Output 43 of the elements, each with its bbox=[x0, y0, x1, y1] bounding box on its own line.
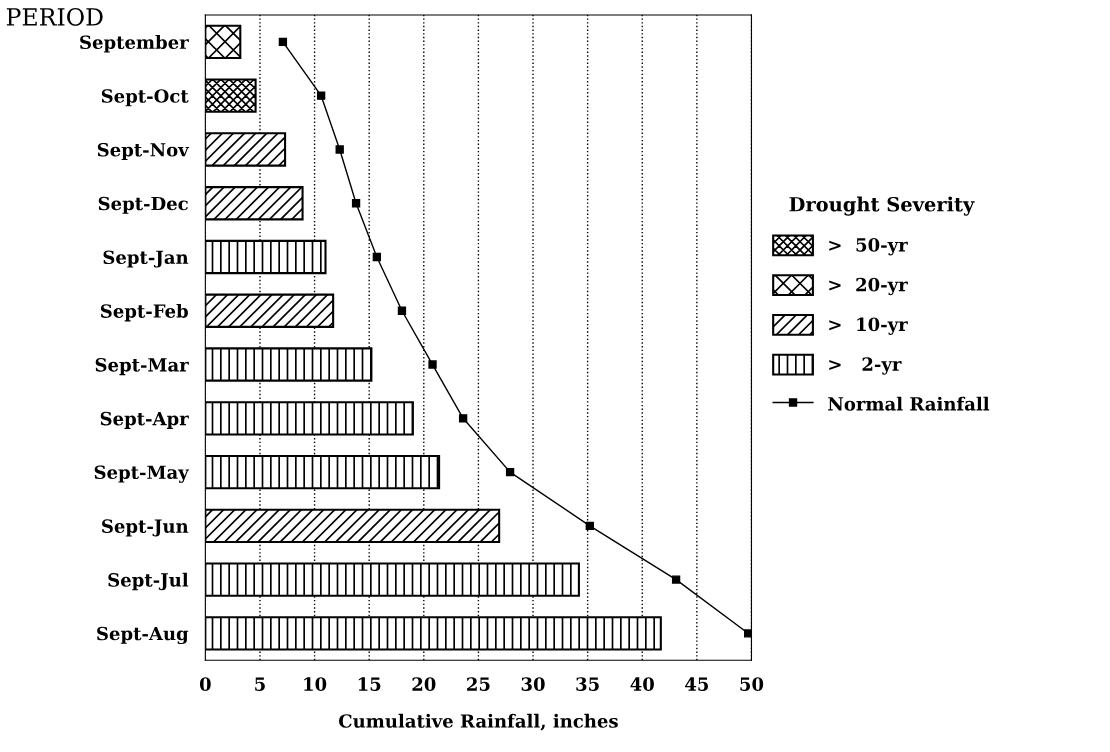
y-tick-label: Sept-Mar bbox=[95, 357, 189, 376]
legend-label: > 2-yr bbox=[829, 357, 902, 375]
y-axis-title: PERIOD bbox=[6, 7, 103, 26]
point bbox=[671, 575, 681, 584]
y-tick-label: Sept-Feb bbox=[100, 303, 188, 322]
point bbox=[397, 306, 407, 315]
point bbox=[505, 467, 515, 477]
y-tick-label: Sept-Jan bbox=[103, 250, 189, 268]
legend-title: Drought Severity bbox=[789, 196, 975, 216]
point bbox=[278, 37, 288, 47]
point bbox=[744, 629, 752, 638]
y-tick-label: Sept-Dec bbox=[98, 196, 188, 214]
y-tick-label: Sept-Apr bbox=[100, 411, 189, 429]
y-tick-label: Sept-Jul bbox=[108, 572, 189, 591]
x-tick-label: 5 bbox=[255, 677, 265, 691]
legend-label: > 20-yr bbox=[829, 277, 908, 296]
x-tick-label: 45 bbox=[685, 677, 709, 691]
y-tick-label: Sept-Jun bbox=[102, 519, 189, 537]
point bbox=[428, 360, 437, 369]
x-tick-label: 0 bbox=[199, 677, 211, 691]
point bbox=[585, 521, 594, 531]
legend-label: > 50-yr bbox=[829, 237, 908, 256]
x-axis-title: Cumulative Rainfall, inches bbox=[338, 713, 618, 731]
y-tick-label: Sept-Aug bbox=[97, 626, 189, 645]
point bbox=[372, 252, 381, 262]
point bbox=[351, 199, 361, 208]
legend-label: Normal Rainfall bbox=[828, 396, 990, 411]
y-tick-label: Sept-Oct bbox=[101, 89, 189, 107]
y-tick-label: September bbox=[80, 35, 189, 53]
x-tick-label: 35 bbox=[576, 677, 599, 691]
x-tick-label: 40 bbox=[630, 677, 654, 691]
point bbox=[316, 91, 326, 100]
x-tick-label: 30 bbox=[521, 677, 545, 691]
x-tick-label: 15 bbox=[358, 677, 381, 691]
point bbox=[458, 414, 468, 423]
y-tick-label: Sept-May bbox=[94, 465, 190, 483]
y-tick-label: Sept-Nov bbox=[97, 142, 190, 161]
legend-label: > 10-yr bbox=[829, 317, 908, 335]
x-tick-label: 20 bbox=[412, 677, 436, 691]
x-tick-label: 10 bbox=[304, 677, 327, 691]
x-tick-label: 50 bbox=[740, 677, 764, 691]
x-tick-label: 25 bbox=[467, 677, 490, 691]
point bbox=[335, 145, 344, 154]
